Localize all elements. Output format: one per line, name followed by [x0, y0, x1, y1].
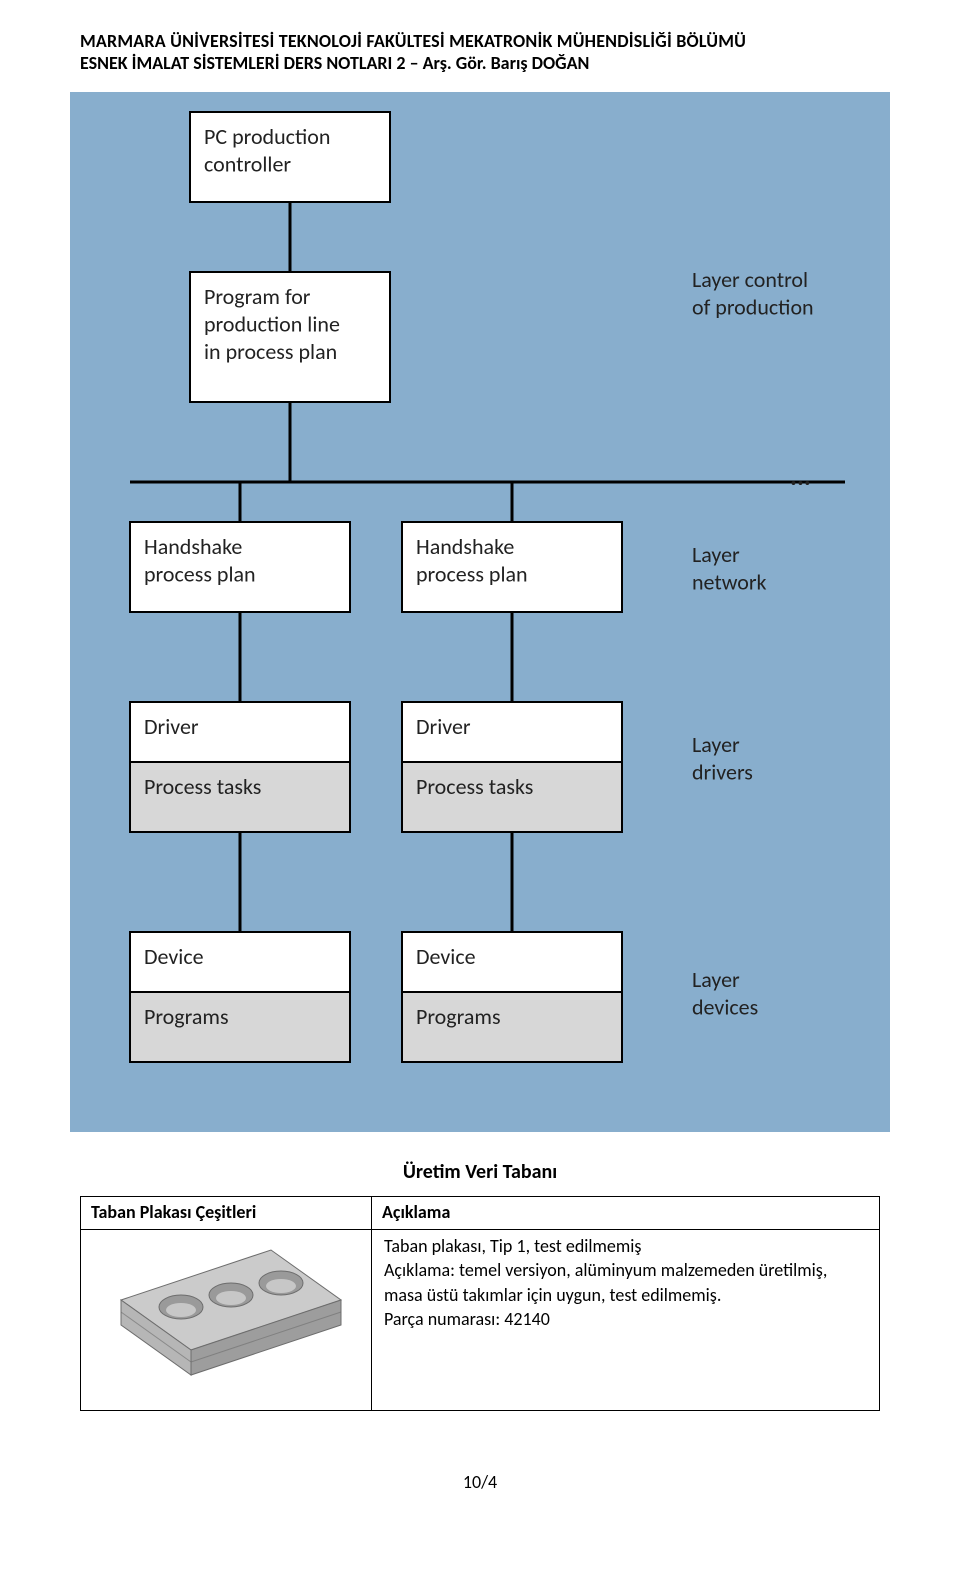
svg-text:devices: devices [692, 994, 758, 1021]
diagram-container: PC productioncontroller Program forproduc… [70, 92, 890, 1132]
svg-text:network: network [692, 569, 767, 596]
svg-text:drivers: drivers [692, 759, 753, 786]
svg-text:Programs: Programs [416, 1003, 501, 1030]
svg-text:Program for: Program for [204, 283, 311, 310]
plate-desc-cell: Taban plakası, Tip 1, test edilmemiş Açı… [372, 1230, 880, 1411]
plate-image-cell [81, 1230, 372, 1411]
info-table: Taban Plakası Çeşitleri Açıklama Taban p… [80, 1196, 880, 1411]
desc-line: Taban plakası, Tip 1, test edilmemiş [384, 1234, 867, 1258]
svg-text:Driver: Driver [144, 713, 199, 740]
svg-text:Handshake: Handshake [144, 533, 242, 560]
svg-text:Device: Device [144, 943, 204, 970]
header-line1: MARMARA ÜNİVERSİTESİ TEKNOLOJİ FAKÜLTESİ… [80, 30, 880, 52]
svg-text:Handshake: Handshake [416, 533, 514, 560]
header-line2: ESNEK İMALAT SİSTEMLERİ DERS NOTLARI 2 –… [80, 52, 880, 74]
svg-text:Layer: Layer [692, 966, 740, 993]
svg-text:Layer: Layer [692, 731, 740, 758]
desc-line: Açıklama: temel versiyon, alüminyum malz… [384, 1258, 867, 1307]
svg-text:process plan: process plan [416, 561, 528, 588]
svg-text:in process plan: in process plan [204, 338, 337, 365]
svg-text:Process tasks: Process tasks [416, 773, 533, 800]
section-heading: Üretim Veri Tabanı [80, 1160, 880, 1184]
svg-text:Driver: Driver [416, 713, 471, 740]
page-number: 10/4 [80, 1471, 880, 1493]
svg-text:Programs: Programs [144, 1003, 229, 1030]
svg-text:process plan: process plan [144, 561, 256, 588]
svg-text:Layer: Layer [692, 541, 740, 568]
svg-text:of production: of production [692, 294, 814, 321]
svg-text:PC production: PC production [204, 123, 330, 150]
svg-text:controller: controller [204, 151, 291, 178]
svg-text:...: ... [790, 460, 811, 492]
svg-text:Device: Device [416, 943, 476, 970]
plate-icon [91, 1240, 361, 1400]
svg-text:Layer control: Layer control [692, 266, 808, 293]
layer-diagram: PC productioncontroller Program forproduc… [70, 92, 890, 1132]
th-types: Taban Plakası Çeşitleri [81, 1197, 372, 1230]
table-row: Taban plakası, Tip 1, test edilmemiş Açı… [81, 1230, 880, 1411]
th-desc: Açıklama [372, 1197, 880, 1230]
desc-line: Parça numarası: 42140 [384, 1307, 867, 1331]
svg-text:Process tasks: Process tasks [144, 773, 261, 800]
svg-text:production line: production line [204, 311, 340, 338]
